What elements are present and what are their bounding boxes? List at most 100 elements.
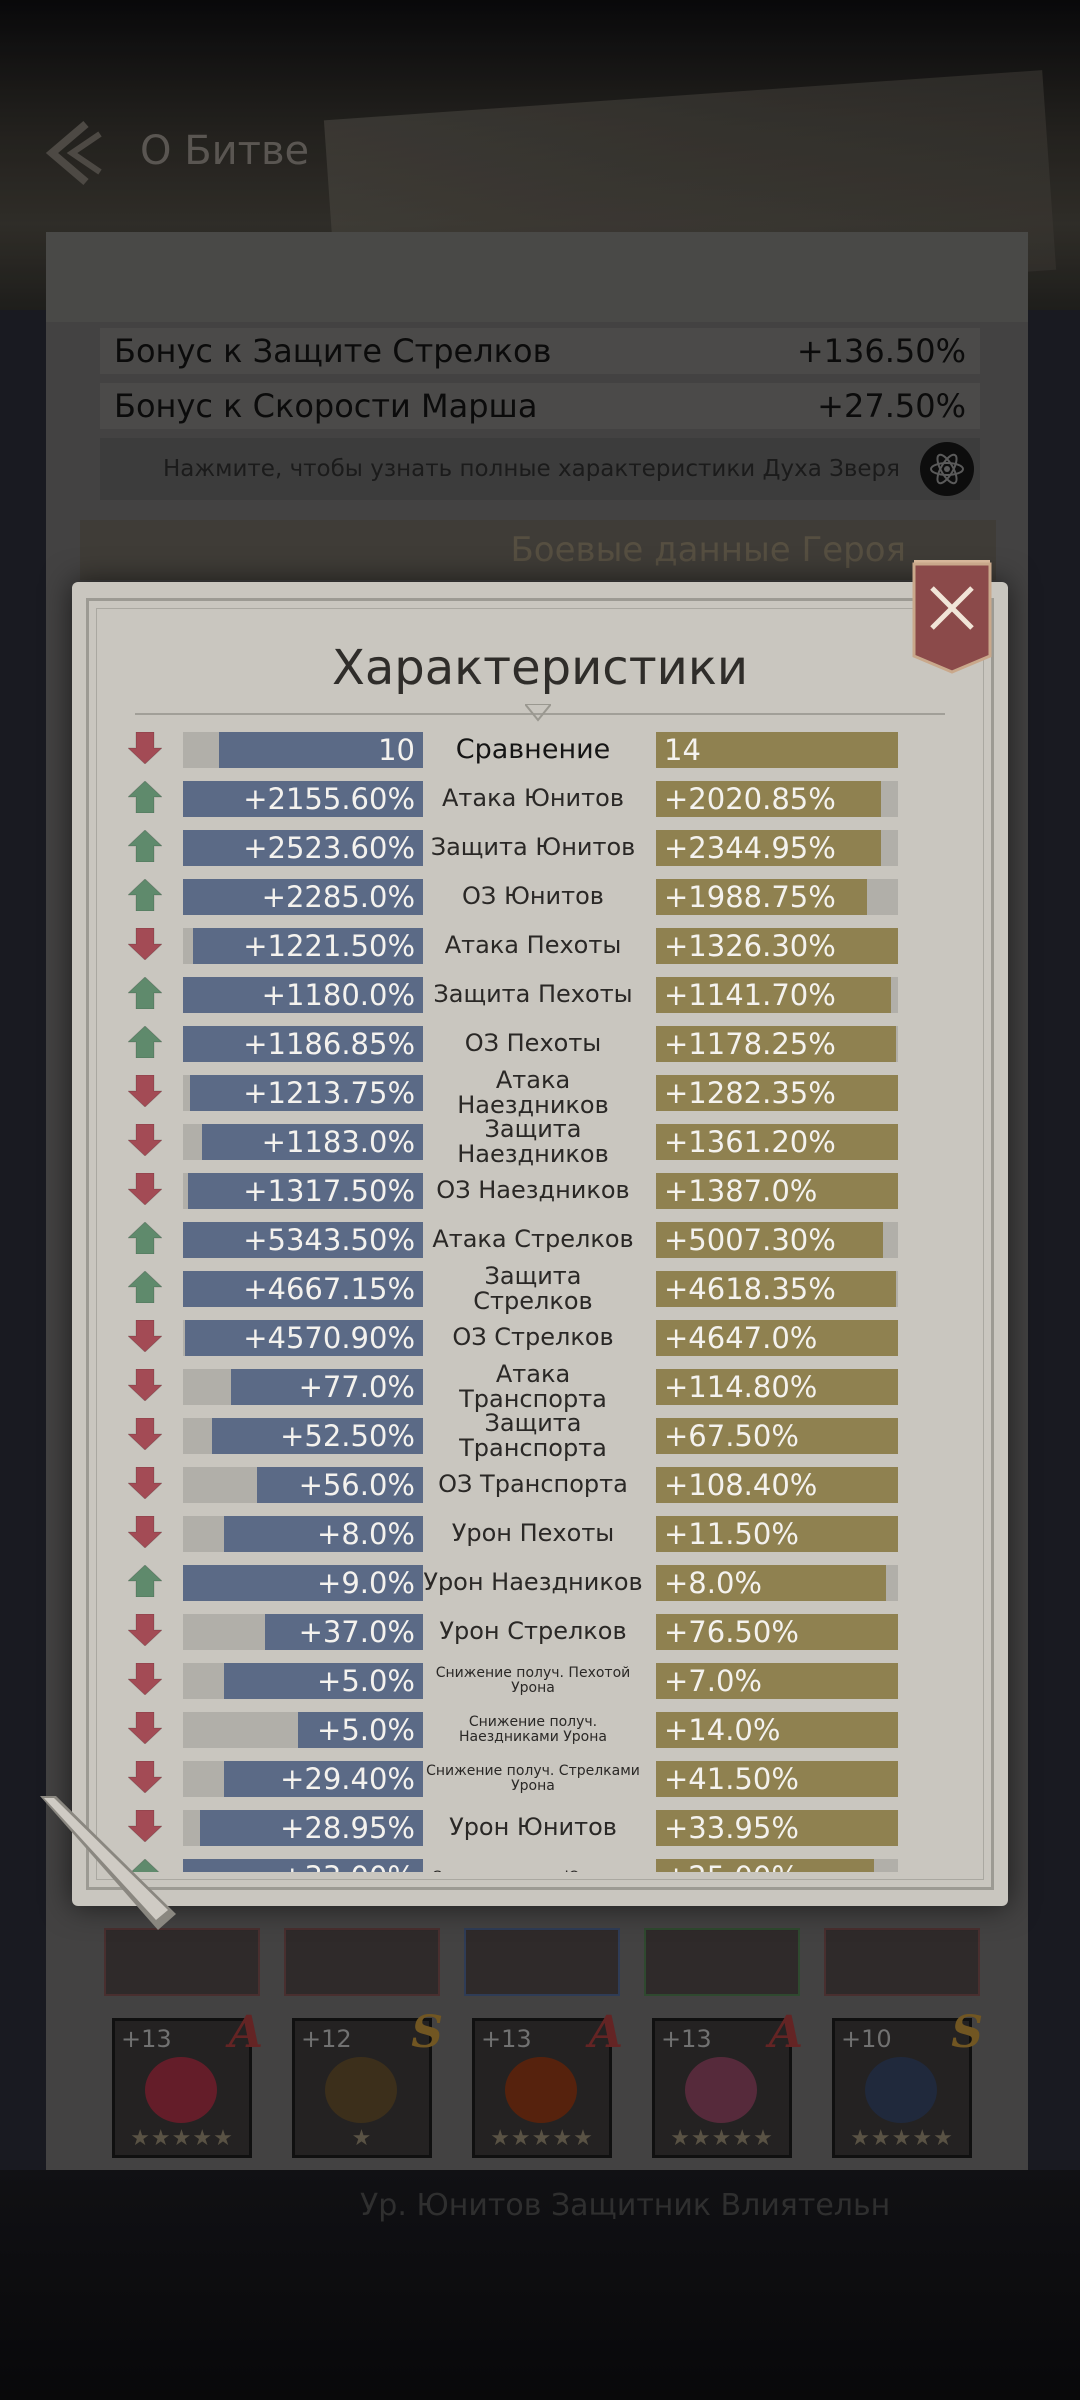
stat-row: +4570.90% ОЗ Стрелков +4647.0% xyxy=(120,1316,960,1356)
right-value-bar: +1387.0% xyxy=(656,1173,898,1209)
right-value-fill xyxy=(656,732,898,768)
left-value-fill xyxy=(183,830,423,866)
right-value: +2344.95% xyxy=(664,831,836,865)
equipment-grade: S xyxy=(951,2007,983,2058)
right-value: +1387.0% xyxy=(664,1174,818,1208)
stat-row: +56.0% ОЗ Транспорта +108.40% xyxy=(120,1463,960,1503)
arrow-down-icon xyxy=(128,1712,162,1744)
hero-portrait[interactable] xyxy=(284,1928,440,1996)
stat-name: ОЗ Стрелков xyxy=(452,1323,614,1352)
right-value-bar: +1178.25% xyxy=(656,1026,898,1062)
bonus-value: +27.50% xyxy=(817,387,966,425)
right-value: +76.50% xyxy=(664,1615,799,1649)
bonus-value: +136.50% xyxy=(796,332,966,370)
divider-ornament-icon xyxy=(525,704,551,722)
arrow-down-icon xyxy=(128,1467,162,1499)
right-value: +1326.30% xyxy=(664,929,836,963)
stat-row: +33.00% Снижение получ. Юнитами +25.00% xyxy=(120,1855,960,1872)
right-value-bar: +1141.70% xyxy=(656,977,898,1013)
equipment-stars: ★★★★★ xyxy=(670,2126,774,2151)
stat-name: ОЗ Наездников xyxy=(436,1176,630,1205)
right-value-fill xyxy=(656,1369,898,1405)
equipment-grade: A xyxy=(768,2007,803,2058)
left-value-bar: +1221.50% xyxy=(183,928,423,964)
stat-name: Атака Юнитов xyxy=(442,784,624,813)
left-value-bar: +8.0% xyxy=(183,1516,423,1552)
left-value: +5.0% xyxy=(317,1713,415,1747)
stat-name: Атака Транспорта xyxy=(459,1359,607,1413)
stat-row: +77.0% Атака Транспорта +114.80% xyxy=(120,1361,960,1412)
left-value: +2285.0% xyxy=(261,880,415,914)
equipment-level: +12 xyxy=(301,2025,352,2053)
close-icon[interactable] xyxy=(910,560,994,676)
right-value-bar: +76.50% xyxy=(656,1614,898,1650)
stat-row: +5.0% Снижение получ. Наездниками Урона +1… xyxy=(120,1708,960,1748)
arrow-up-icon xyxy=(128,1271,162,1303)
comparison-table[interactable]: 10 Сравнение 14 +2155.60% Атака Юнитов +2020.… xyxy=(120,728,960,1872)
arrow-down-icon xyxy=(128,1418,162,1450)
right-value-bar: +4647.0% xyxy=(656,1320,898,1356)
right-value: +1282.35% xyxy=(664,1076,836,1110)
left-value-bar: +56.0% xyxy=(183,1467,423,1503)
right-value-bar: +7.0% xyxy=(656,1663,898,1699)
left-value-fill xyxy=(185,1320,423,1356)
left-value-fill xyxy=(219,732,423,768)
atom-icon[interactable] xyxy=(920,442,974,496)
equipment-slot[interactable]: +10 S ★★★★★ xyxy=(832,2007,983,2158)
right-value: +1178.25% xyxy=(664,1027,836,1061)
stat-name: Атака Пехоты xyxy=(444,931,622,960)
right-value-bar: +108.40% xyxy=(656,1467,898,1503)
hero-battle-data-label: Боевые данные Героя xyxy=(510,530,906,570)
stat-row: +2523.60% Защита Юнитов +2344.95% xyxy=(120,826,960,866)
right-value: +11.50% xyxy=(664,1517,799,1551)
right-value-fill xyxy=(656,1026,896,1062)
stat-row: 10 Сравнение 14 xyxy=(120,728,960,768)
rose-icon xyxy=(145,2057,217,2123)
stat-row: +37.0% Урон Стрелков +76.50% xyxy=(120,1610,960,1650)
left-value: 10 xyxy=(378,733,415,767)
left-value: +29.40% xyxy=(280,1762,415,1796)
right-value-fill xyxy=(656,928,898,964)
crown-icon xyxy=(325,2057,397,2123)
hero-portrait[interactable] xyxy=(644,1928,800,1996)
stat-row: +28.95% Урон Юнитов +33.95% xyxy=(120,1806,960,1846)
arrow-up-icon xyxy=(128,781,162,813)
arrow-down-icon xyxy=(128,1173,162,1205)
book-icon xyxy=(865,2057,937,2123)
hero-portrait[interactable] xyxy=(104,1928,260,1996)
right-value-fill xyxy=(656,977,891,1013)
arrow-down-icon xyxy=(128,1516,162,1548)
hero-battle-data-bar[interactable]: Боевые данные Героя xyxy=(80,520,996,580)
stat-name: Сравнение xyxy=(455,733,611,765)
left-value: +77.0% xyxy=(298,1370,415,1404)
hero-portrait[interactable] xyxy=(824,1928,980,1996)
right-value: +4647.0% xyxy=(664,1321,818,1355)
stat-name: ОЗ Пехоты xyxy=(464,1029,602,1058)
beast-spirit-hint[interactable]: Нажмите, чтобы узнать полные характерист… xyxy=(100,438,980,500)
left-value: +56.0% xyxy=(298,1468,415,1502)
right-value-fill xyxy=(656,1810,898,1846)
equipment-slot[interactable]: +13 A ★★★★★ xyxy=(112,2007,263,2158)
equipment-slot[interactable]: +13 A ★★★★★ xyxy=(472,2007,623,2158)
left-value-fill xyxy=(192,928,423,964)
back-button[interactable] xyxy=(42,118,112,188)
right-value: +4618.35% xyxy=(664,1272,836,1306)
left-value-fill xyxy=(183,977,423,1013)
left-value-fill xyxy=(183,781,423,817)
equipment-slot[interactable]: +13 A ★★★★★ xyxy=(652,2007,803,2158)
right-value-bar: +14.0% xyxy=(656,1712,898,1748)
right-value-fill xyxy=(656,1516,898,1552)
left-value: +37.0% xyxy=(298,1615,415,1649)
hero-portrait[interactable] xyxy=(464,1928,620,1996)
left-value-fill xyxy=(202,1124,423,1160)
left-value-fill xyxy=(187,1173,423,1209)
right-value-bar: +114.80% xyxy=(656,1369,898,1405)
stat-row: +4667.15% Защита Стрелков +4618.35% xyxy=(120,1263,960,1314)
arrow-up-icon xyxy=(128,1222,162,1254)
right-value: +7.0% xyxy=(664,1664,762,1698)
equipment-slot[interactable]: +12 S ★ xyxy=(292,2007,443,2158)
left-value-bar: +2285.0% xyxy=(183,879,423,915)
arrow-up-icon xyxy=(128,1565,162,1597)
left-value-fill xyxy=(183,1026,423,1062)
left-value: +28.95% xyxy=(280,1811,415,1845)
